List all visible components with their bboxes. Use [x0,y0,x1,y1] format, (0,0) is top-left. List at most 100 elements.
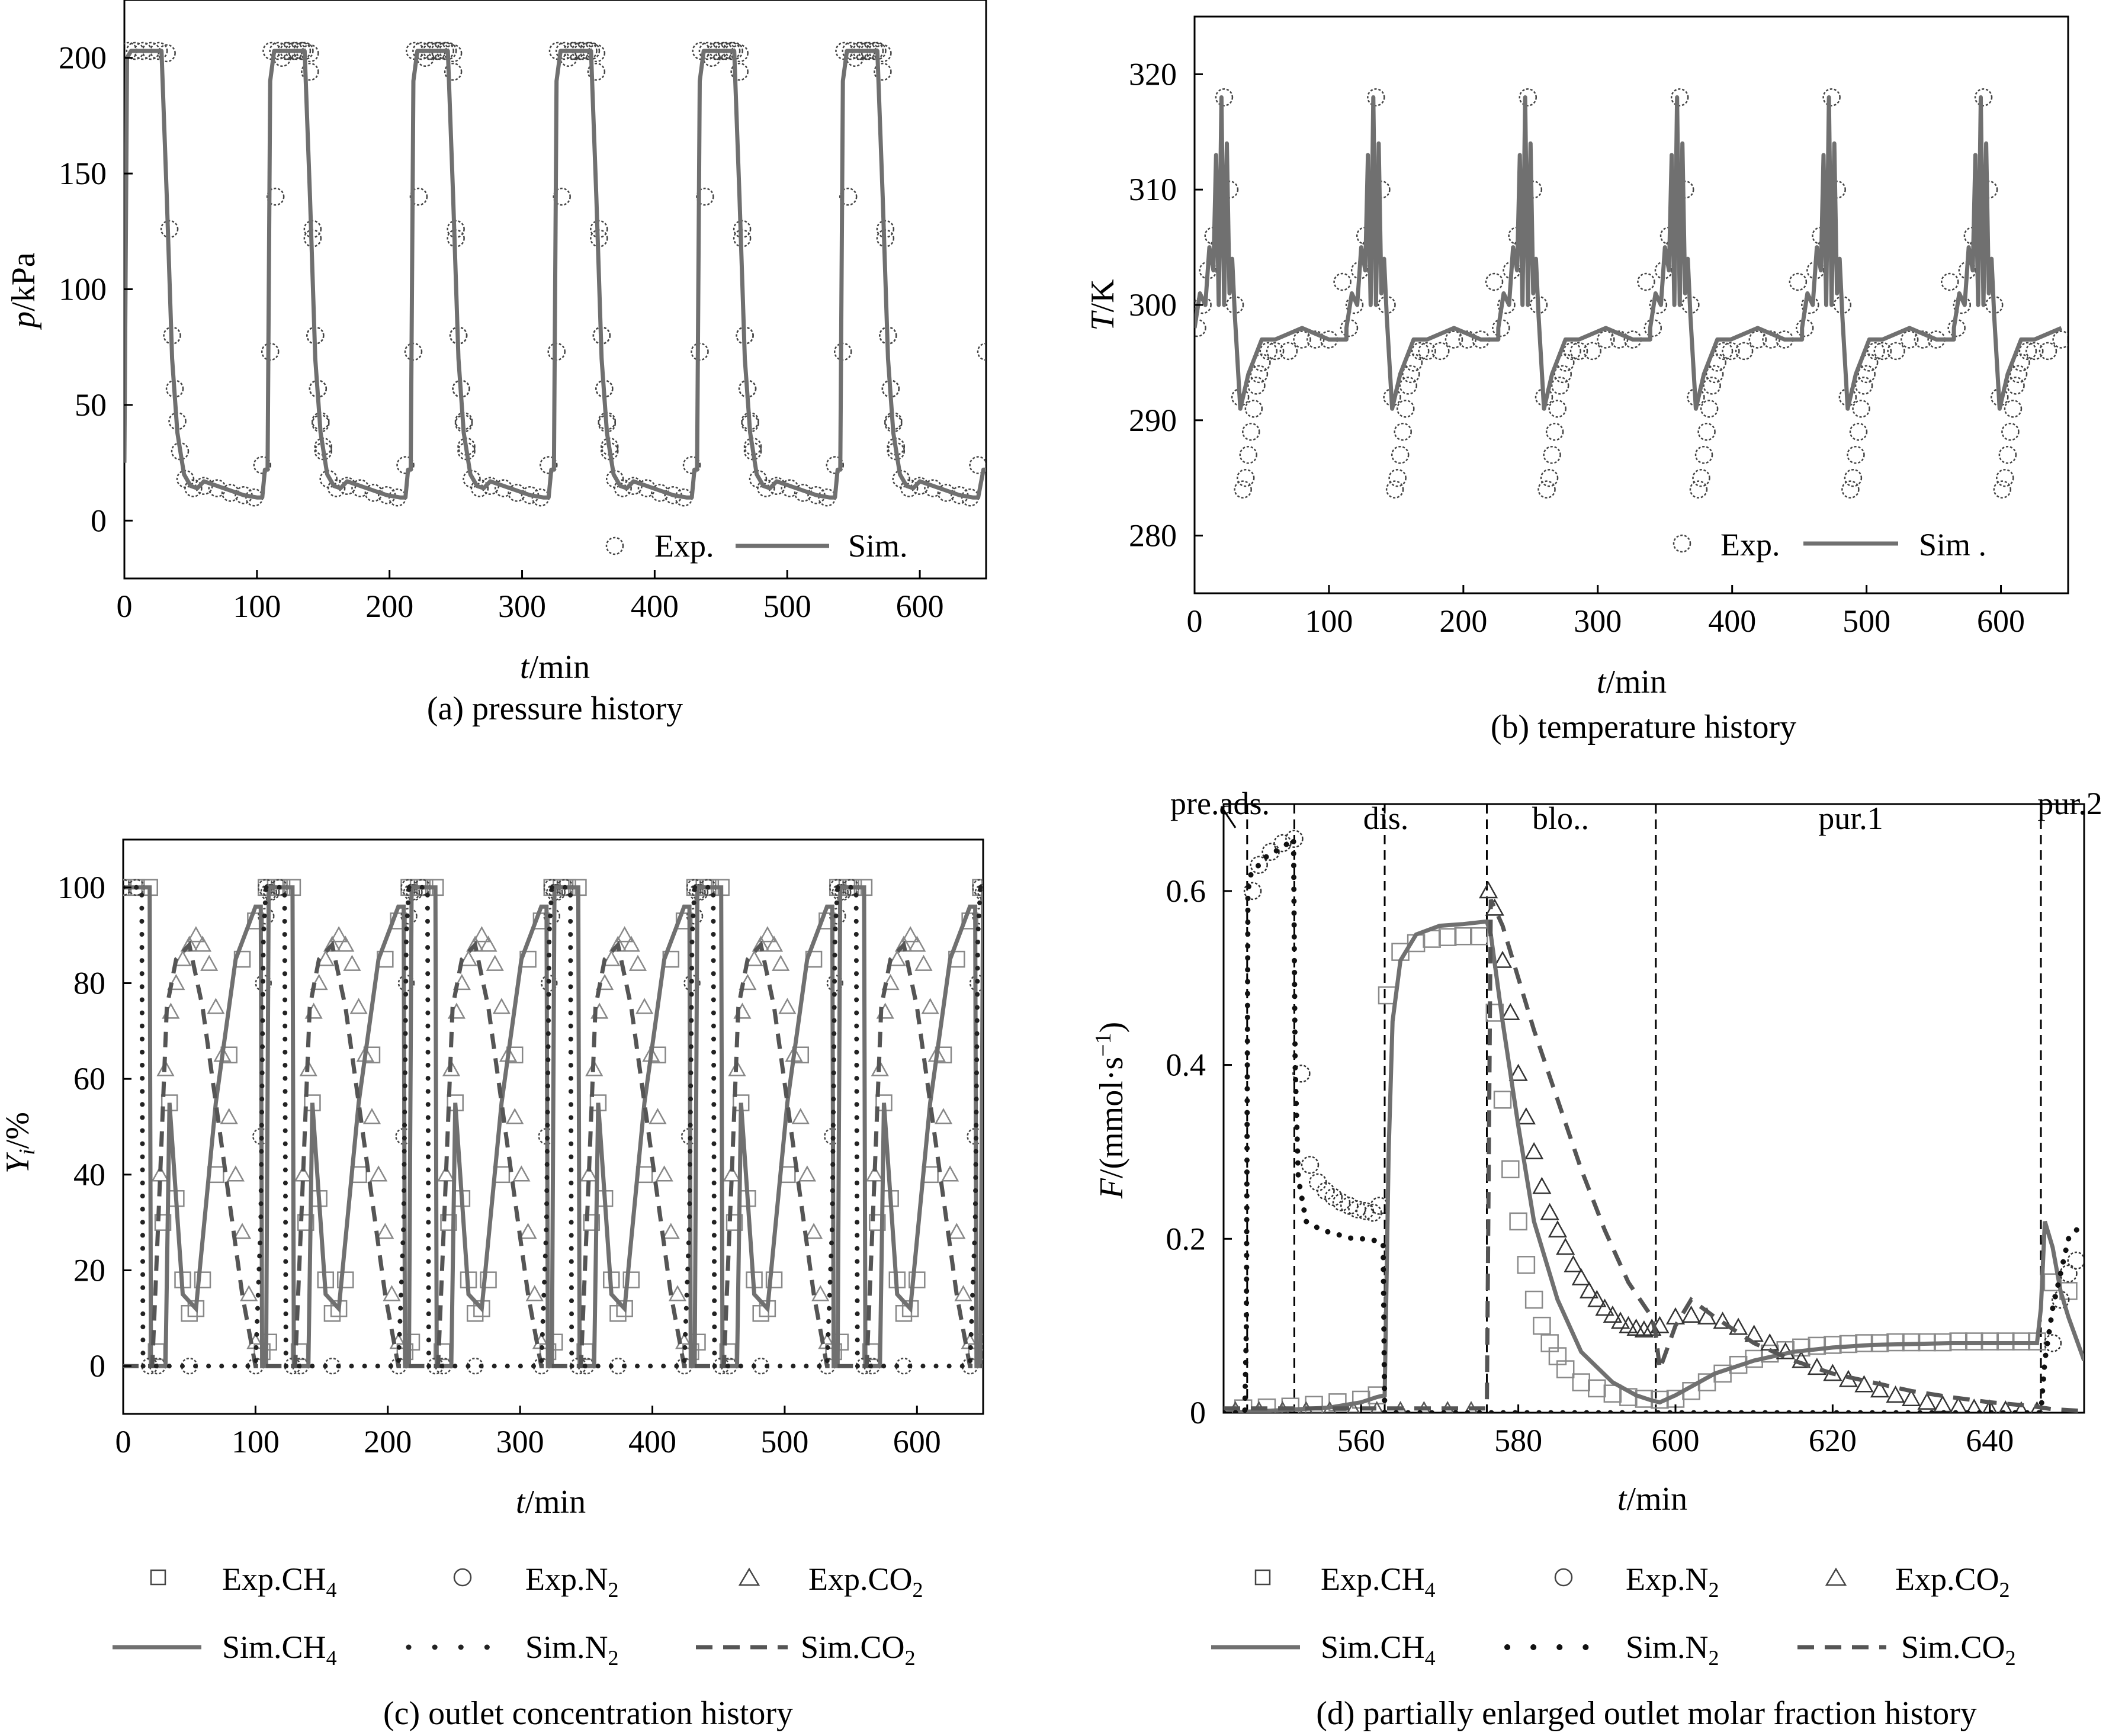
exp-marker [1597,330,1615,349]
panel-a-legend-exp-marker [605,536,624,555]
exp-marker-exp-n2 [258,908,275,925]
exp-marker-exp-co2 [1807,1358,1826,1375]
exp-marker [874,44,892,63]
exp-marker-exp-ch4 [583,1214,601,1231]
exp-marker [2001,423,2020,441]
exp-marker-exp-n2 [1356,1202,1375,1220]
exp-marker-exp-n2 [1273,834,1292,853]
x-tick-label: 300 [498,589,546,624]
exp-marker-exp-n2 [545,883,563,901]
exp-marker-exp-ch4 [1493,1091,1512,1109]
exp-marker [1399,377,1418,395]
exp-marker [1545,423,1564,441]
x-tick-label: 560 [1337,1423,1385,1458]
exp-marker [730,44,749,63]
exp-marker [553,187,571,206]
exp-marker [1394,423,1412,441]
panel-d-plot [1224,804,2084,1413]
exp-marker-exp-ch4 [1556,1360,1575,1378]
exp-marker [1543,445,1561,464]
exp-marker [1537,480,1556,499]
x-tick-label: 200 [1439,603,1487,639]
exp-marker [1847,445,1865,464]
exp-marker-exp-ch4 [1533,1316,1551,1335]
exp-marker-exp-co2 [442,1060,461,1076]
exp-marker-exp-co2 [486,954,504,971]
exp-marker [900,479,919,497]
sim-line-sim-ch4 [1224,919,2084,1413]
y-tick-label: 280 [1129,518,1177,554]
exp-marker-exp-co2 [240,1285,258,1301]
exp-marker [1715,342,1734,361]
exp-marker-exp-ch4 [532,912,550,930]
legend-d-exp-co2-label: Exp.CO2 [1895,1561,2010,1602]
exp-marker-exp-co2 [888,950,906,966]
panel-b-sim-line [1195,95,2063,411]
exp-marker [2007,377,2025,395]
legend-d-exp-n2-marker [1554,1568,1573,1587]
exp-marker-exp-co2 [329,926,348,943]
exp-marker-exp-co2 [622,935,640,952]
exp-marker-exp-n2 [1308,1173,1327,1192]
x-tick-label: 500 [760,1424,808,1459]
exp-marker [1852,400,1870,418]
panel-d-frame [1222,803,2085,1414]
exp-marker [1444,330,1463,349]
exp-marker [1388,468,1407,487]
exp-marker-exp-n2 [1243,882,1262,901]
exp-marker-exp-co2 [1540,1203,1559,1220]
exp-marker [1333,272,1352,291]
exp-marker [1266,342,1285,361]
exp-marker [730,62,749,81]
exp-marker-exp-co2 [1501,1002,1520,1020]
y-tick-label: 0.6 [1166,873,1206,909]
exp-marker-exp-co2 [1548,1220,1568,1238]
exp-marker-exp-co2 [881,973,900,991]
exp-marker [587,44,606,63]
exp-marker-exp-co2 [804,1223,823,1239]
exp-marker-exp-co2 [1564,1255,1583,1272]
exp-marker [1735,342,1754,361]
exp-marker-exp-co2 [1532,1176,1552,1194]
legend-d-exp-ch4-label: Exp.CH4 [1321,1561,1436,1602]
exp-marker [2018,342,2037,361]
exp-marker-exp-co2 [948,1223,966,1239]
exp-marker [682,456,701,474]
exp-marker [1857,365,1876,384]
panel-d-legend: Exp.CH4 Exp.N2 Exp.CO2 Sim.CH4 Sim.N2 Si… [1211,1561,2016,1670]
exp-marker-exp-ch4 [154,1214,172,1231]
exp-marker-exp-co2 [871,1060,889,1076]
exp-marker [1993,480,2012,499]
exp-marker [1397,400,1415,418]
phase-dis-label: dis. [1363,801,1409,836]
exp-marker-exp-ch4 [972,879,983,896]
exp-marker [2004,400,2023,418]
exp-marker-exp-ch4 [981,879,983,896]
exp-marker-exp-co2 [1346,1401,1360,1413]
exp-marker-exp-n2 [689,883,706,901]
exp-marker [1849,423,1868,441]
exp-marker-exp-co2 [370,1165,388,1182]
legend-c-exp-ch4-marker [150,1569,166,1586]
exp-marker-exp-co2 [519,1223,537,1239]
exp-marker-exp-co2 [772,954,790,971]
exp-marker [1722,342,1740,361]
panel-a-xlabel: t/min [520,649,590,686]
exp-marker-exp-ch4 [1524,1290,1543,1309]
legend-c-exp-ch4-label: Exp.CH4 [222,1561,337,1602]
exp-marker-exp-co2 [167,973,185,991]
y-tick-label: 50 [75,387,107,423]
exp-marker-exp-ch4 [895,1305,913,1322]
exp-marker [1519,88,1537,107]
x-tick-label: 300 [496,1424,544,1459]
exp-marker-exp-co2 [628,954,647,971]
exp-marker-exp-co2 [1713,1311,1732,1329]
exp-marker-exp-ch4 [765,1271,783,1288]
exp-marker [1391,445,1410,464]
exp-marker-exp-co2 [1901,1388,1921,1406]
exp-marker [1941,272,1959,291]
x-tick-label: 580 [1494,1423,1542,1458]
exp-marker [1697,423,1716,441]
exp-marker-exp-co2 [1524,1142,1544,1159]
exp-marker-exp-n2 [691,883,709,901]
